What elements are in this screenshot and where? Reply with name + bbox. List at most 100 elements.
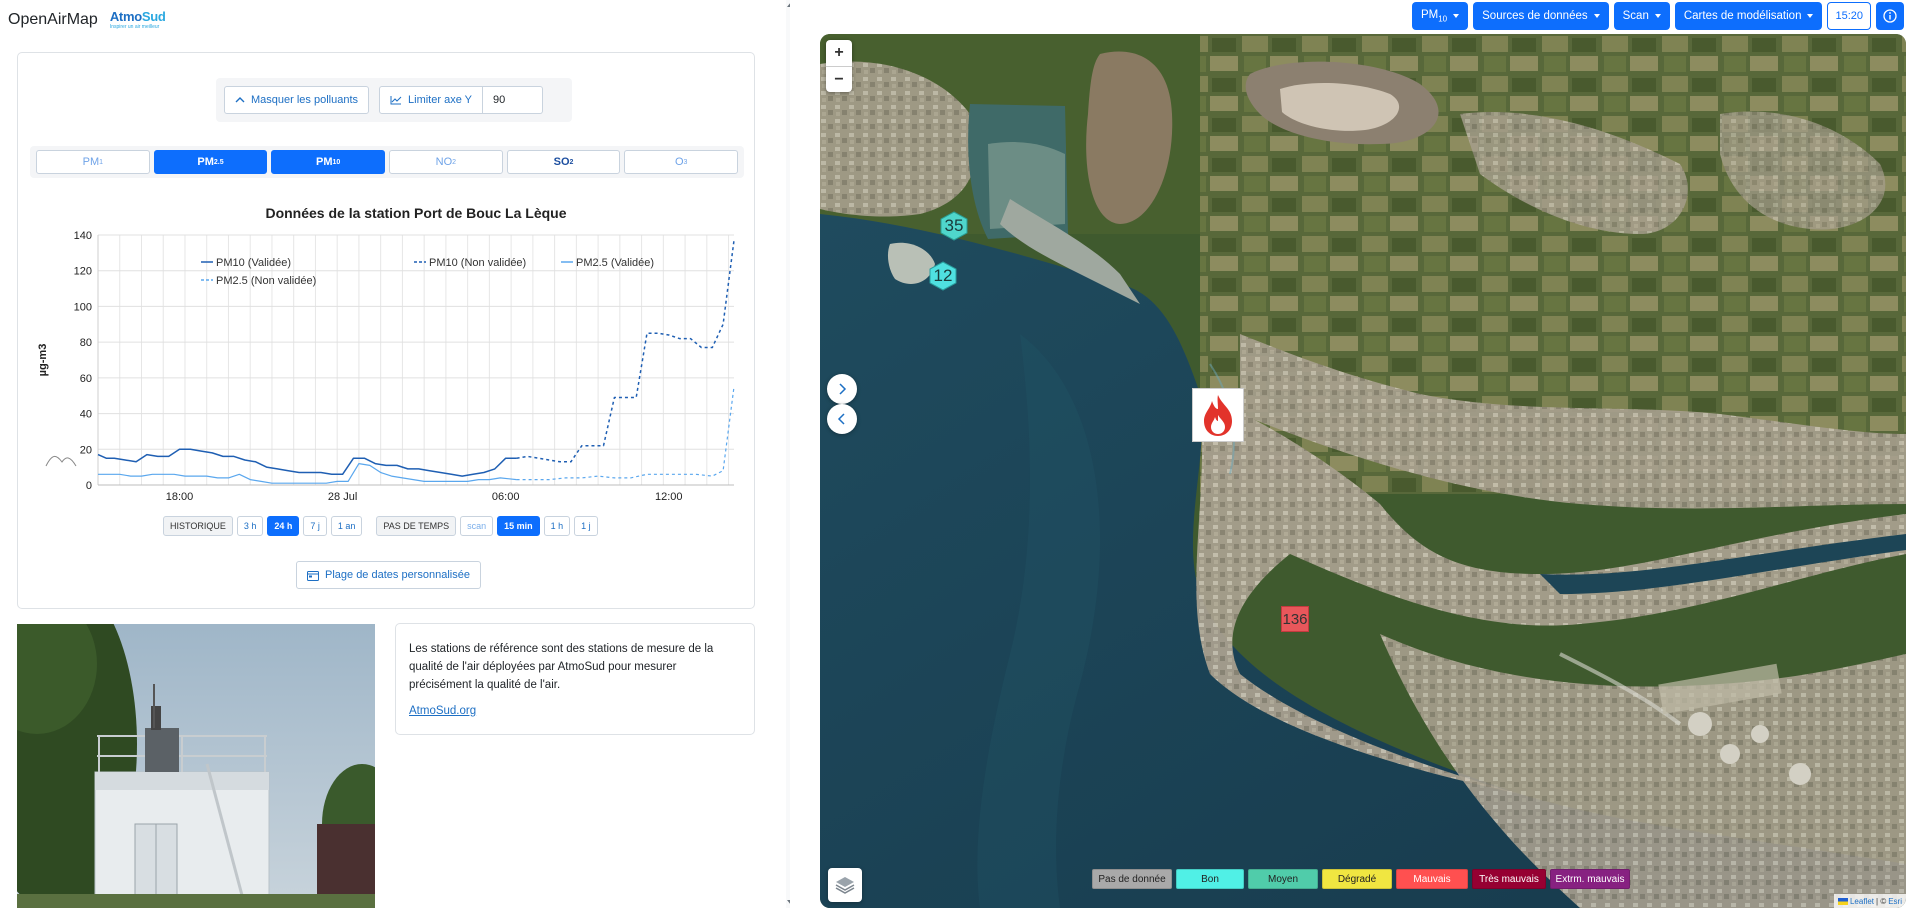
station-marker-value: 136 bbox=[1282, 610, 1308, 628]
y-tick-label: 120 bbox=[74, 266, 92, 278]
y-tick-label: 40 bbox=[80, 409, 92, 421]
left-panel: OpenAirMap AtmoSud Inspirer un air meill… bbox=[0, 0, 790, 908]
hide-pollutants-label: Masquer les polluants bbox=[251, 94, 359, 106]
legend-item: Bon bbox=[1176, 869, 1244, 889]
legend-item: Pas de donnée bbox=[1092, 869, 1172, 889]
pollutant-dropdown-label: PM10 bbox=[1421, 9, 1447, 23]
chart-top-controls: Masquer les polluants Limiter axe Y bbox=[216, 78, 572, 122]
zoom-control: + − bbox=[826, 40, 852, 92]
data-sources-dropdown[interactable]: Sources de données bbox=[1473, 2, 1609, 30]
chevron-right-icon bbox=[839, 383, 847, 395]
info-button[interactable] bbox=[1876, 2, 1904, 30]
scan-dropdown[interactable]: Scan bbox=[1613, 2, 1670, 30]
station-marker-selected[interactable]: 136 bbox=[1281, 606, 1309, 632]
fire-icon bbox=[1204, 395, 1232, 436]
limit-y-button[interactable]: Limiter axe Y bbox=[379, 86, 484, 114]
legend-item: Extrm. mauvais bbox=[1550, 869, 1630, 889]
pollutant-button-pm1[interactable]: PM 1 bbox=[36, 150, 150, 174]
scrollbar-track[interactable] bbox=[786, 0, 790, 908]
pollutant-label: PM bbox=[197, 156, 214, 168]
map-view[interactable]: + − 35 12 136 bbox=[820, 34, 1906, 908]
range-button[interactable]: 1 an bbox=[330, 516, 363, 536]
modeling-maps-label: Cartes de modélisation bbox=[1683, 10, 1802, 22]
brand: OpenAirMap AtmoSud Inspirer un air meill… bbox=[8, 6, 166, 34]
y-tick-label: 60 bbox=[80, 373, 92, 385]
logo-text-b: Sud bbox=[141, 9, 166, 24]
hexagon-marker-icon bbox=[929, 261, 957, 291]
station-info-card: Les stations de référence sont des stati… bbox=[395, 623, 755, 735]
map-attribution: Leaflet | © Esri bbox=[1833, 894, 1906, 908]
pollutant-selector: PM 1 PM 2.5 PM 10 NO 2 SO 2 O 3 bbox=[30, 146, 744, 178]
attribution-separator: | © bbox=[1876, 896, 1887, 906]
x-tick-label: 06:00 bbox=[492, 491, 520, 503]
time-step-button[interactable]: 15 min bbox=[497, 516, 540, 536]
zoom-out-button[interactable]: − bbox=[826, 66, 852, 92]
legend-item: Très mauvais bbox=[1472, 869, 1546, 889]
legend-label: PM2.5 (Validée) bbox=[576, 257, 654, 269]
station-chart-card: Masquer les polluants Limiter axe Y PM1P… bbox=[17, 52, 755, 609]
scroll-down-icon[interactable] bbox=[787, 900, 790, 905]
pollutant-subscript: 2 bbox=[452, 158, 457, 166]
time-step-button[interactable]: 1 h bbox=[543, 516, 571, 536]
hide-pollutants-button[interactable]: Masquer les polluants bbox=[224, 86, 370, 114]
pollutant-subscript: 10 bbox=[1438, 14, 1448, 24]
x-tick-label: 28 Jul bbox=[328, 491, 357, 503]
fire-marker[interactable] bbox=[1192, 388, 1244, 442]
caret-down-icon bbox=[1593, 14, 1600, 18]
station-marker[interactable]: 12 bbox=[928, 261, 958, 291]
panel-prev-button[interactable] bbox=[827, 404, 857, 434]
history-label: HISTORIQUE bbox=[163, 516, 233, 536]
y-tick-label: 80 bbox=[80, 337, 92, 349]
hexagon-marker-icon bbox=[940, 211, 968, 241]
panel-next-button[interactable] bbox=[827, 374, 857, 404]
layers-icon bbox=[835, 877, 855, 894]
scroll-up-icon[interactable] bbox=[787, 2, 790, 7]
limit-y-input[interactable] bbox=[483, 86, 544, 114]
legend-item: Moyen bbox=[1248, 869, 1318, 889]
station-marker-value: 35 bbox=[944, 216, 964, 235]
logo-text-a: Atmo bbox=[109, 9, 142, 24]
limit-y-group: Limiter axe Y bbox=[379, 86, 544, 114]
pollutant-button-pm25[interactable]: PM 2.5 bbox=[153, 150, 268, 174]
range-button[interactable]: 24 h bbox=[267, 516, 300, 536]
info-icon bbox=[1883, 9, 1897, 23]
station-marker-value: 12 bbox=[933, 266, 953, 285]
series-line-2 bbox=[98, 463, 517, 484]
navigator-icon bbox=[45, 456, 77, 467]
custom-date-range-label: Plage de dates personnalisée bbox=[325, 569, 470, 581]
legend-label: PM10 (Validée) bbox=[216, 257, 291, 269]
esri-link[interactable]: Esri bbox=[1888, 896, 1902, 906]
y-tick-label: 140 bbox=[74, 230, 92, 242]
atmosud-link[interactable]: AtmoSud.org bbox=[409, 705, 477, 717]
chart-title: Données de la station Port de Bouc La Lè… bbox=[265, 205, 566, 221]
station-info-text: Les stations de référence sont des stati… bbox=[409, 643, 714, 691]
scan-label: Scan bbox=[1622, 10, 1649, 22]
atmosud-logo[interactable]: AtmoSud Inspirer un air meilleur bbox=[110, 10, 166, 30]
time-button[interactable]: 15:20 bbox=[1827, 2, 1871, 30]
data-sources-label: Sources de données bbox=[1482, 10, 1588, 22]
leaflet-link[interactable]: Leaflet bbox=[1849, 896, 1875, 906]
pollutant-subscript: 3 bbox=[683, 158, 688, 166]
time-step-button[interactable]: 1 j bbox=[574, 516, 598, 536]
time-step-button[interactable]: scan bbox=[460, 516, 494, 536]
range-button[interactable]: 3 h bbox=[236, 516, 264, 536]
x-tick-label: 18:00 bbox=[166, 491, 194, 503]
pollutant-button-pm10[interactable]: PM 10 bbox=[271, 150, 386, 174]
pollutant-label: PM bbox=[82, 156, 100, 168]
pollutant-button-so2[interactable]: SO 2 bbox=[506, 150, 621, 174]
pollutant-button-no2[interactable]: NO 2 bbox=[389, 150, 503, 174]
pollutant-label: PM bbox=[316, 156, 333, 168]
logo-tagline: Inspirer un air meilleur bbox=[109, 24, 160, 30]
pollutant-subscript: 1 bbox=[99, 158, 104, 166]
modeling-maps-dropdown[interactable]: Cartes de modélisation bbox=[1674, 2, 1823, 30]
pollutant-dropdown[interactable]: PM10 bbox=[1411, 2, 1469, 30]
pollutant-label: SO bbox=[553, 156, 570, 168]
range-button[interactable]: 7 j bbox=[303, 516, 327, 536]
layers-button[interactable] bbox=[828, 868, 862, 902]
pollutant-label: NO bbox=[435, 156, 453, 168]
zoom-in-button[interactable]: + bbox=[834, 44, 844, 61]
station-marker[interactable]: 35 bbox=[939, 211, 969, 241]
app-name: OpenAirMap bbox=[8, 11, 98, 28]
custom-date-range-button[interactable]: Plage de dates personnalisée bbox=[296, 561, 481, 589]
